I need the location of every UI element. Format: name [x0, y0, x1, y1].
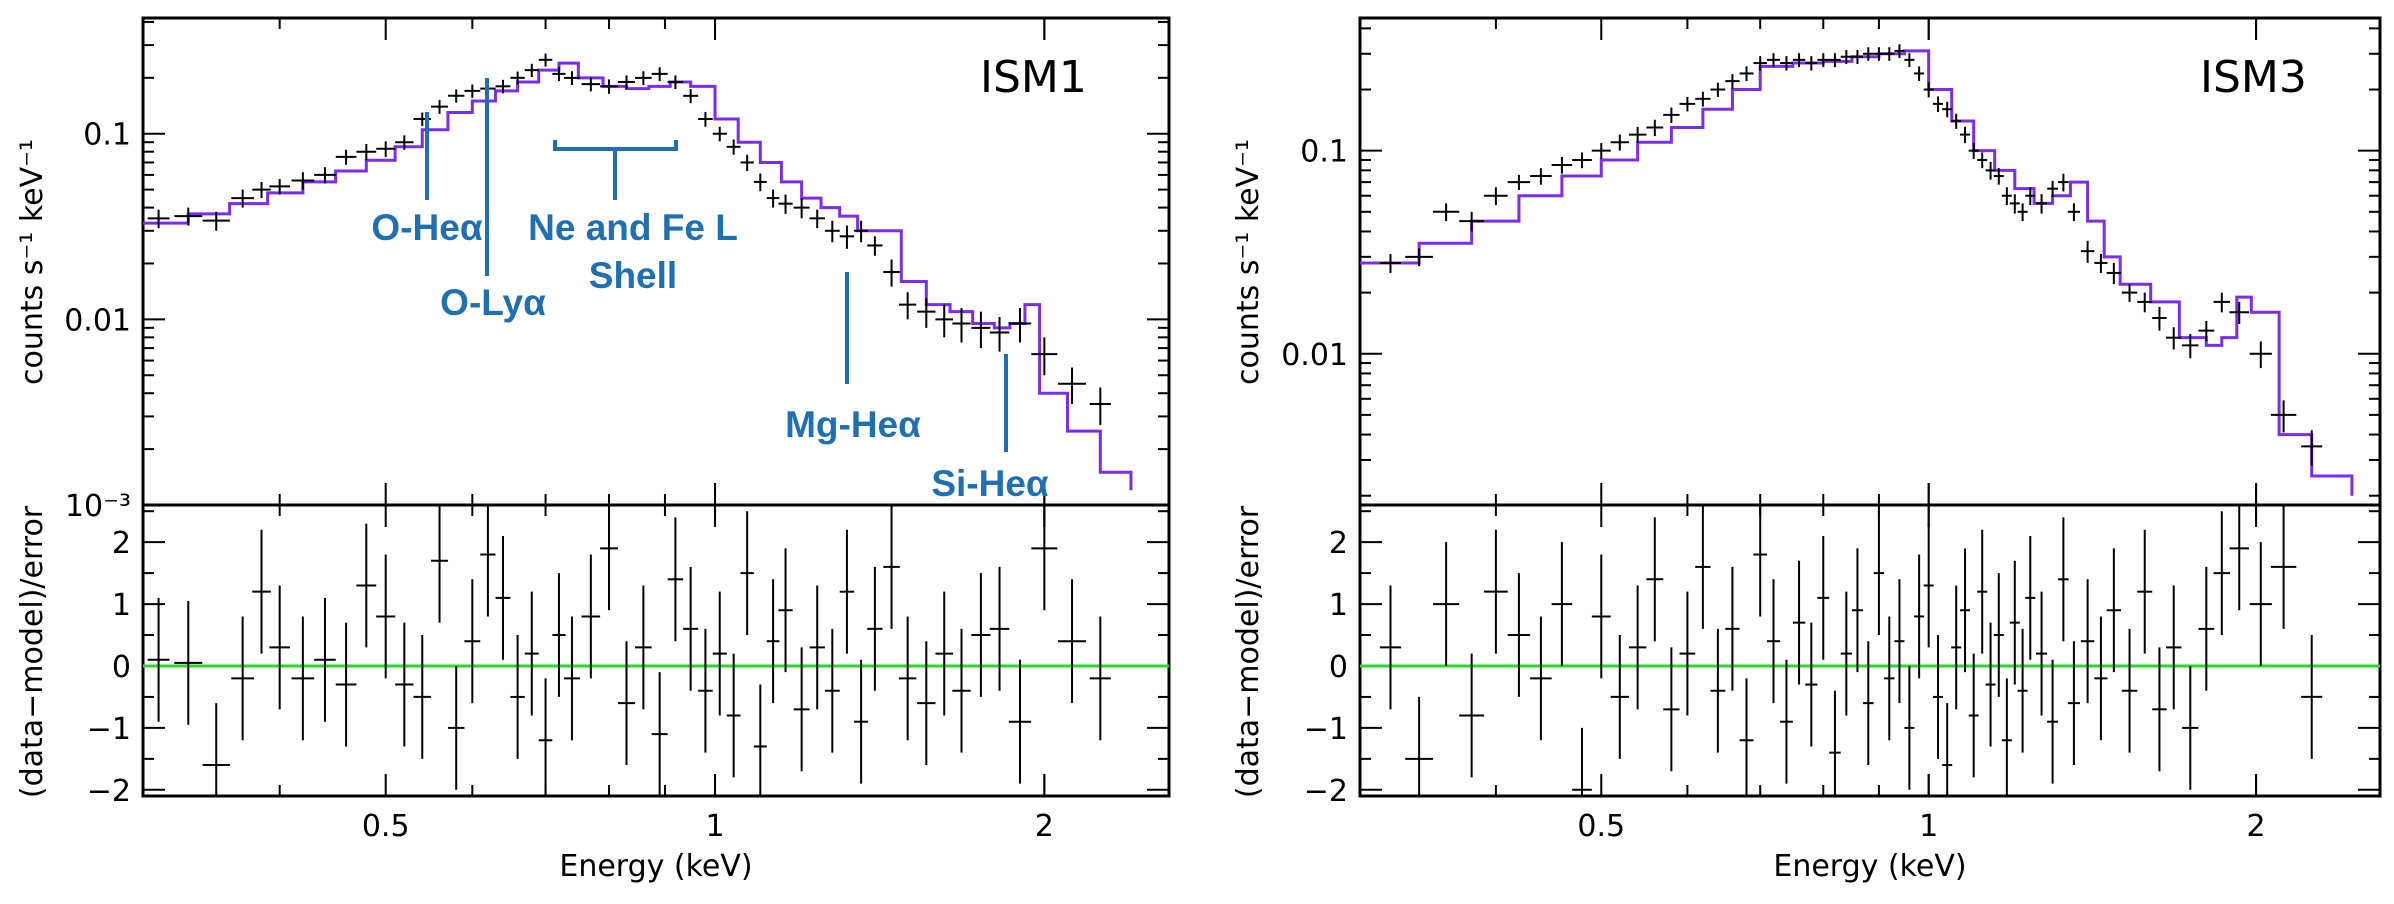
annotation-o-ly: O-Lyα [440, 282, 546, 323]
annotation-o-he: O-Heα [371, 207, 482, 248]
y-tick-label: 1 [112, 588, 131, 623]
y-tick-label: 1 [1329, 588, 1348, 623]
x-tick-label: 1 [705, 809, 724, 844]
y-axis-label-ism3-residuals: (data−model)/error [1231, 505, 1266, 798]
y-tick-label: 0 [1329, 650, 1348, 685]
y-tick-label: −1 [1304, 712, 1348, 747]
y-tick-label: 0.1 [1300, 135, 1348, 170]
model-step-line [1360, 49, 2354, 496]
y-tick-label: 2 [1329, 526, 1348, 561]
panel-ism3-spectrum: 0.1 0.01 [1281, 18, 2380, 505]
annotation-mg-he: Mg-Heα [785, 404, 921, 445]
panel-ism1-spectrum: 0.1 0.01 10⁻³ [64, 18, 1169, 524]
x-tick-label: 2 [2247, 809, 2266, 844]
y-tick-label: 0.01 [64, 303, 131, 338]
y-tick-label: 2 [112, 526, 131, 561]
y-tick-label: 0 [112, 650, 131, 685]
panel-title-ism3: ISM3 [2200, 52, 2307, 103]
annotation-ne-fe: Ne and Fe L [528, 207, 738, 248]
x-axis-label-right: Energy (keV) [1773, 849, 1966, 884]
annotation-ne-fe-shell: Shell [589, 255, 677, 296]
panel-ism1-residuals-frame [141, 503, 1171, 798]
x-tick-label: 2 [1035, 809, 1054, 844]
y-tick-label: −2 [87, 774, 131, 809]
panel-title-ism1: ISM1 [980, 52, 1087, 103]
y-tick-label: 0.1 [83, 118, 131, 153]
y-tick-label: −2 [1304, 774, 1348, 809]
y-tick-label: −1 [87, 712, 131, 747]
x-tick-label: 1 [1919, 809, 1938, 844]
x-tick-label: 0.5 [362, 809, 410, 844]
panel-ism3-residuals: 0.5 1 2 2 1 0 −1 −2 [1304, 505, 2380, 844]
y-axis-label-ism1: counts s⁻¹ keV⁻¹ [15, 139, 50, 385]
panel-ism1-residuals: 0.5 1 2 2 1 0 −1 −2 [87, 505, 1169, 844]
x-axis-label-left: Energy (keV) [559, 849, 752, 884]
annotations-ism1: O-Heα O-Lyα Ne and Fe L Shell Mg-Heα Si-… [371, 78, 1049, 504]
y-axis-label-ism3: counts s⁻¹ keV⁻¹ [1231, 139, 1266, 385]
model-step-line [143, 61, 1133, 491]
y-tick-label: 0.01 [1281, 338, 1348, 373]
y-axis-label-ism1-residuals: (data−model)/error [15, 505, 50, 798]
panel-ism3-residuals-frame [1358, 503, 2382, 798]
x-tick-label: 0.5 [1577, 809, 1625, 844]
annotation-si-he: Si-Heα [931, 463, 1049, 504]
y-tick-label: 10⁻³ [65, 489, 131, 524]
